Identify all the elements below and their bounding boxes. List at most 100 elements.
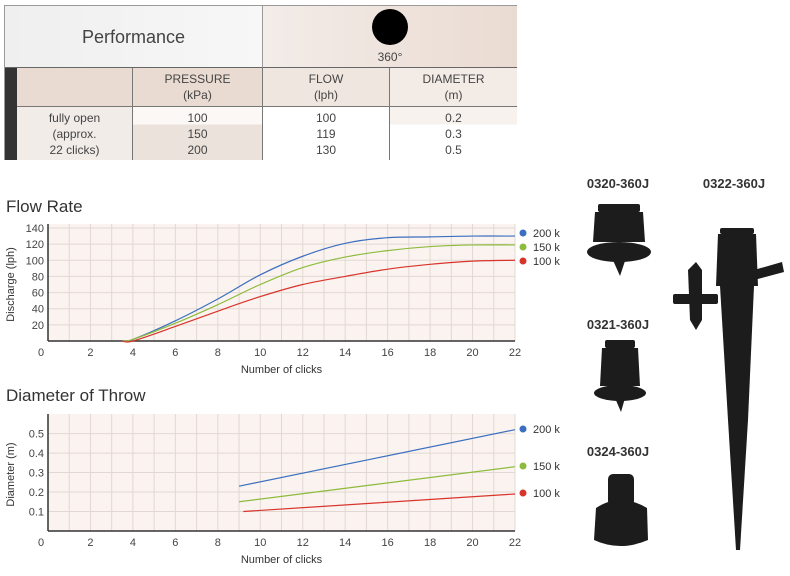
x-tick-label: 0 [38,537,44,549]
legend-marker [519,243,527,251]
x-tick-label: 4 [130,537,136,549]
series-line [122,244,516,342]
series-line [122,235,516,342]
x-tick-label: 20 [466,537,478,549]
full-circle-icon [372,9,408,45]
header-text: FLOW [308,72,344,86]
legend-label: 100 kPa [533,256,560,268]
row-label-line: (approx. [52,126,97,141]
diameter-value: 0.2 [445,110,462,125]
row-label-line: 22 clicks) [49,142,100,157]
flow-rate-title: Flow Rate [6,197,83,216]
spray-pattern-cell: 360° [263,6,517,68]
y-tick-label: 0.1 [29,507,44,519]
product-0321-image [594,340,646,412]
row-label: fully open (approx. 22 clicks) [17,107,133,160]
row-label-line: fully open [48,110,101,125]
series-line [238,466,516,503]
x-tick-label: 20 [466,347,478,359]
pressure-value: 150 [187,126,208,141]
y-tick-label: 0.4 [29,448,44,460]
pressure-values: 100 150 200 [133,107,263,160]
header-flow: FLOW (lph) [263,68,390,107]
product-0324-image [594,474,648,546]
y-tick-label: 120 [26,239,44,251]
header-text: DIAMETER [422,72,485,86]
y-tick-label: 80 [32,271,44,283]
x-tick-label: 22 [509,347,521,359]
flow-value: 130 [315,142,337,157]
header-unit: (lph) [313,88,338,102]
flow-values: 100 119 130 [263,107,390,160]
x-tick-label: 22 [509,537,521,549]
y-tick-label: 20 [32,320,44,332]
x-tick-label: 4 [130,347,136,359]
y-tick-label: 0.2 [29,487,44,499]
x-tick-label: 6 [172,537,178,549]
y-tick-label: 60 [32,288,44,300]
legend-marker [519,489,527,497]
diameter-value: 0.5 [445,142,462,157]
y-tick-label: 0.3 [29,468,44,480]
x-axis-title: Number of clicks [241,364,323,376]
legend-label: 200 kPa [533,228,560,240]
x-tick-label: 2 [87,347,93,359]
product-0322-image [673,228,784,550]
legend-label: 200 kPa [533,424,560,436]
series-line [122,259,516,343]
y-axis-title: Discharge (lph) [5,247,17,322]
pressure-value: 100 [187,110,208,125]
x-tick-label: 6 [172,347,178,359]
header-diameter: DIAMETER (m) [390,68,517,107]
flow-value: 100 [315,110,337,125]
product-0320-image [587,204,651,276]
header-blank [17,68,133,107]
x-tick-label: 10 [254,537,266,549]
product-images [587,204,784,550]
y-tick-label: 0.5 [29,429,44,441]
x-tick-label: 18 [424,537,436,549]
legend-marker [519,462,527,470]
x-tick-label: 0 [38,347,44,359]
y-tick-label: 100 [26,255,44,267]
legend-marker [519,425,527,433]
diameter-value: 0.3 [445,126,462,141]
legend-label: 150 kPa [533,242,560,254]
series-line [243,493,516,513]
pattern-label: 360° [377,50,403,64]
x-tick-label: 18 [424,347,436,359]
header-text: PRESSURE [164,72,231,86]
product-label: 0324-360J [586,444,650,459]
product-label: 0320-360J [586,176,650,191]
x-tick-label: 14 [339,347,351,359]
performance-table: Performance 360° PRESSURE (kPa) FLOW (lp… [4,5,517,160]
table-title: Performance [5,6,263,68]
y-tick-label: 140 [26,223,44,235]
header-pressure: PRESSURE (kPa) [133,68,263,107]
x-tick-label: 10 [254,347,266,359]
header-unit: (kPa) [183,88,212,102]
x-tick-label: 12 [297,537,309,549]
x-tick-label: 16 [382,347,394,359]
product-label: 0321-360J [586,317,650,332]
x-tick-label: 2 [87,537,93,549]
product-label: 0322-360J [702,176,766,191]
x-tick-label: 8 [215,347,221,359]
y-axis-title: Diameter (m) [5,442,17,506]
pressure-value: 200 [187,142,208,157]
legend-marker [519,229,527,237]
x-tick-label: 16 [382,537,394,549]
x-tick-label: 8 [215,537,221,549]
row-marker-bar [5,68,17,160]
diameter-values: 0.2 0.3 0.5 [390,107,517,160]
x-tick-label: 14 [339,537,351,549]
legend-marker [519,257,527,265]
diameter-title: Diameter of Throw [6,386,146,405]
x-tick-label: 12 [297,347,309,359]
series-line [238,429,516,487]
x-axis-title: Number of clicks [241,554,323,566]
flow-value: 119 [316,126,336,141]
legend-label: 150 kPa [533,461,560,473]
diameter-chart: 0.1 0.2 0.3 0.4 0.5 0 2 4 6 8 10 12 14 16 18 20 22 Number… [5,414,560,566]
flow-rate-chart: 20 40 60 80 100 120 140 0 2 4 6 8 10 12 14 16 18 20 22 Numb… [5,223,560,376]
